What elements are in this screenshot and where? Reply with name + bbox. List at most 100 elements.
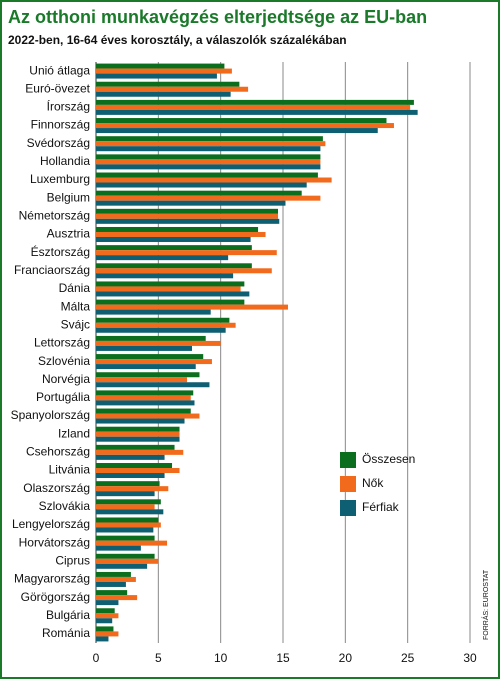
bar (96, 299, 245, 305)
bar (96, 200, 286, 206)
bar (96, 136, 323, 142)
bar (96, 317, 230, 323)
y-tick-label: Olaszország (23, 481, 90, 495)
legend-swatch (340, 476, 356, 492)
bar (96, 535, 155, 541)
bar (96, 91, 231, 97)
y-tick-label: Hollandia (40, 154, 90, 168)
bar (96, 364, 196, 370)
y-tick-label: Ausztria (47, 227, 91, 241)
bar (96, 250, 277, 256)
y-tick-label: Szlovákia (39, 499, 91, 513)
bar (96, 268, 272, 274)
y-tick-label: Románia (42, 626, 90, 640)
bar (96, 571, 131, 577)
bar (96, 213, 279, 219)
bar (96, 631, 119, 637)
x-tick-label: 25 (401, 651, 415, 665)
y-tick-label: Csehország (26, 445, 90, 459)
bar (96, 245, 252, 251)
y-tick-label: Görögország (21, 590, 90, 604)
y-tick-label: Izland (58, 426, 90, 440)
chart-subtitle: 2022-ben, 16-64 éves korosztály, a válas… (8, 33, 347, 47)
bar (96, 527, 154, 533)
bar (96, 255, 229, 261)
bar (96, 426, 180, 432)
legend-label: Nők (362, 476, 384, 490)
bar (96, 354, 204, 360)
bar (96, 590, 128, 596)
bar (96, 522, 161, 528)
bar (96, 118, 387, 124)
bar (96, 63, 225, 69)
y-tick-label: Németország (19, 209, 90, 223)
bar (96, 576, 136, 582)
bar (96, 395, 191, 401)
y-tick-label: Portugália (36, 390, 90, 404)
bar (96, 99, 414, 105)
bar (96, 618, 113, 624)
bar (96, 468, 180, 474)
chart-title: Az otthoni munkavégzés elterjedtsége az … (8, 7, 427, 27)
legend-label: Férfiak (362, 500, 400, 514)
bar (96, 545, 141, 551)
y-tick-label: Szlovénia (38, 354, 90, 368)
bar (96, 159, 321, 165)
y-tick-label: Svájc (61, 317, 90, 331)
bar (96, 613, 119, 619)
bar (96, 86, 249, 92)
bar (96, 553, 155, 559)
bar (96, 444, 175, 450)
bar (96, 309, 211, 315)
bar (96, 335, 206, 341)
y-tick-label: Magyarország (14, 572, 90, 586)
bar (96, 327, 226, 333)
x-tick-label: 0 (93, 651, 100, 665)
bar (96, 345, 192, 351)
bar (96, 109, 418, 115)
bar (96, 408, 191, 414)
bar (96, 281, 245, 287)
bar (96, 218, 280, 224)
bar (96, 81, 240, 87)
bar (96, 454, 165, 460)
bar (96, 436, 180, 442)
bar (96, 504, 155, 510)
bar (96, 141, 326, 147)
bar (96, 540, 168, 546)
bar (96, 73, 217, 79)
bar (96, 146, 321, 152)
bar (96, 473, 165, 479)
bar (96, 400, 195, 406)
y-tick-label: Finnország (31, 118, 90, 132)
bar (96, 413, 200, 419)
bar (96, 273, 234, 279)
bar (96, 382, 210, 388)
y-tick-label: Euró-övezet (25, 81, 90, 95)
x-tick-label: 30 (463, 651, 477, 665)
bar (96, 359, 212, 365)
bar (96, 172, 318, 178)
legend-swatch (340, 500, 356, 516)
bar (96, 226, 259, 232)
y-tick-label: Írország (47, 99, 90, 114)
y-tick-label: Észtország (31, 244, 90, 259)
bar (96, 208, 279, 214)
source: FORRÁS: EUROSTAT (481, 569, 490, 640)
bar (96, 563, 148, 569)
y-tick-label: Spanyolország (11, 408, 90, 422)
bar (96, 154, 321, 160)
bar (96, 608, 115, 614)
y-tick-label: Luxemburg (30, 172, 90, 186)
y-tick-label: Svédország (27, 136, 90, 150)
bar (96, 595, 138, 601)
y-tick-label: Ciprus (55, 553, 90, 567)
bar (96, 304, 288, 310)
bar (96, 263, 252, 269)
bar (96, 390, 194, 396)
bar (96, 418, 185, 424)
bar (96, 491, 155, 497)
bar (96, 558, 159, 564)
bar (96, 231, 266, 237)
